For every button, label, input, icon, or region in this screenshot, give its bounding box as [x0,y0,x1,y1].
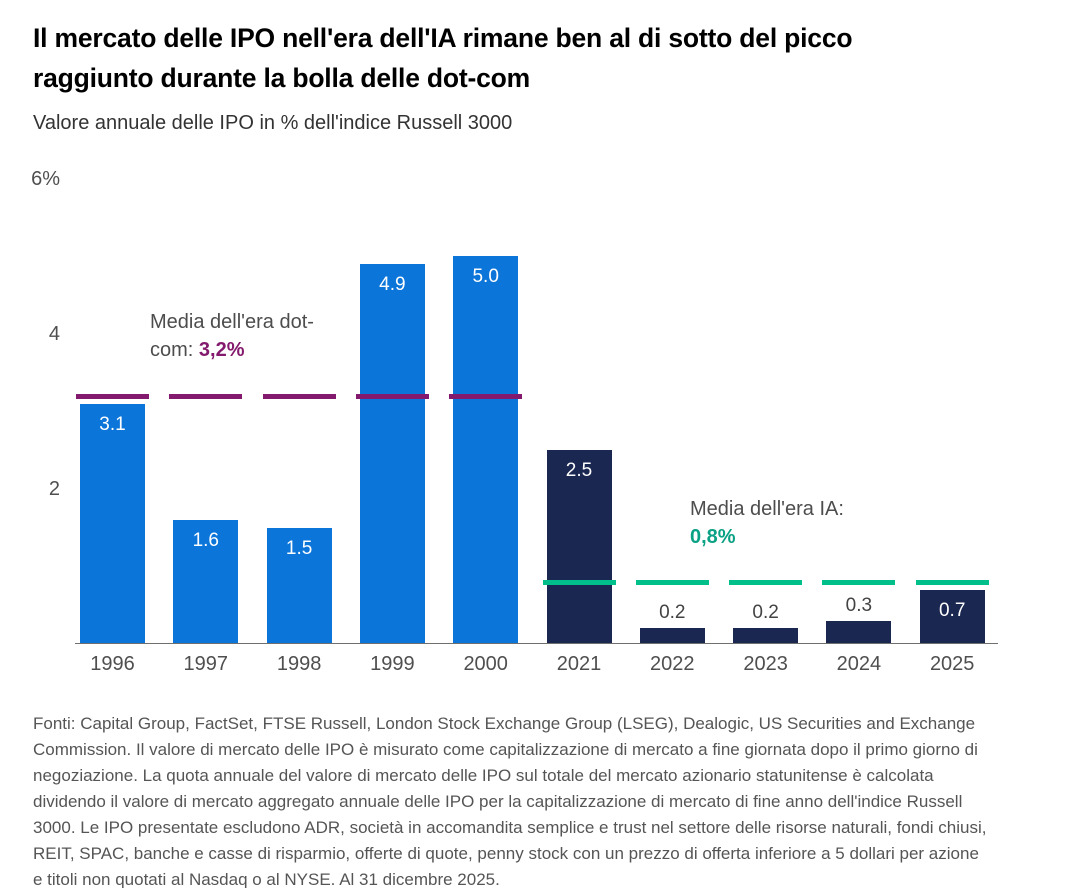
bar-value-label-2025: 0.7 [938,600,966,621]
x-axis-line [75,642,998,644]
dotcom-average-value: 3,2% [198,339,245,361]
ia-average-line-segment [729,579,803,585]
ia-average-line-segment [542,579,616,585]
ia-average-value: 0,8% [690,526,736,548]
x-axis-label-1997: 1997 [183,653,229,675]
ia-average-line-segment [822,579,896,585]
chart-subtitle: Valore annuale delle IPO in % dell'indic… [33,112,513,134]
dotcom-average-annotation: Media dell'era dot- com: 3,2% [150,308,314,364]
x-axis-label-2025: 2025 [929,653,975,675]
y-axis-tick-label: 2 [48,478,60,500]
bar-1997 [173,520,239,644]
bar-2023 [733,628,799,644]
bar-2021 [546,450,612,644]
bar-2024 [826,621,892,644]
bar-2000 [453,256,519,644]
y-axis-tick-label: 4 [48,323,60,345]
bar-value-label-1999: 4.9 [379,274,406,295]
bar-2025 [919,590,985,644]
dotcom-average-line-segment [76,393,149,399]
bar-2022 [639,628,705,644]
dotcom-average-annotation-line-1: Media dell'era dot- [150,311,314,333]
bar-value-label-1998: 1.5 [285,538,313,559]
x-axis-label-2022: 2022 [650,653,695,675]
bar-value-label-2024: 0.3 [845,595,873,616]
page-title-line-1: Il mercato delle IPO nell'era dell'IA ri… [33,23,853,53]
y-axis-tick-label: 6% [31,168,60,190]
source-footnote: Fonti: Capital Group, FactSet, FTSE Russ… [33,714,987,888]
bar-value-label-1996: 3.1 [99,414,126,435]
dotcom-average-line-segment [355,393,429,399]
page-title-line-2: raggiunto durante la bolla delle dot-com [33,63,531,93]
x-axis-label-2024: 2024 [836,653,882,675]
bar-value-label-1997: 1.6 [192,530,219,551]
x-axis-label-1998: 1998 [276,653,322,675]
dotcom-average-line-segment [449,393,523,399]
x-axis-label-2023: 2023 [743,653,788,675]
dotcom-average-line-segment [262,393,336,399]
ia-average-annotation: Media dell'era IA: 0,8% [690,495,844,551]
bar-value-label-2021: 2.5 [565,460,593,481]
page-title: Il mercato delle IPO nell'era dell'IA ri… [33,18,853,98]
ia-average-line-segment [915,579,989,585]
x-axis-label-1999: 1999 [370,653,415,675]
ia-average-annotation-line-1: Media dell'era IA: [690,498,844,520]
bar-1996 [80,404,145,644]
x-axis-label-1996: 1996 [90,653,135,675]
bar-value-label-2023: 0.2 [752,602,779,623]
bar-1999 [359,264,425,644]
x-axis-label-2021: 2021 [556,653,602,675]
bar-1998 [266,528,332,644]
ia-average-line-segment [635,579,709,585]
bar-value-label-2022: 0.2 [659,602,686,623]
x-axis-label-2000: 2000 [463,653,508,675]
bar-value-label-2000: 5.0 [472,266,499,287]
dotcom-average-line-segment [169,393,243,399]
bar-chart: Media dell'era dot- com: 3,2% Media dell… [31,168,998,675]
dotcom-average-annotation-line-2: com: [150,339,199,361]
